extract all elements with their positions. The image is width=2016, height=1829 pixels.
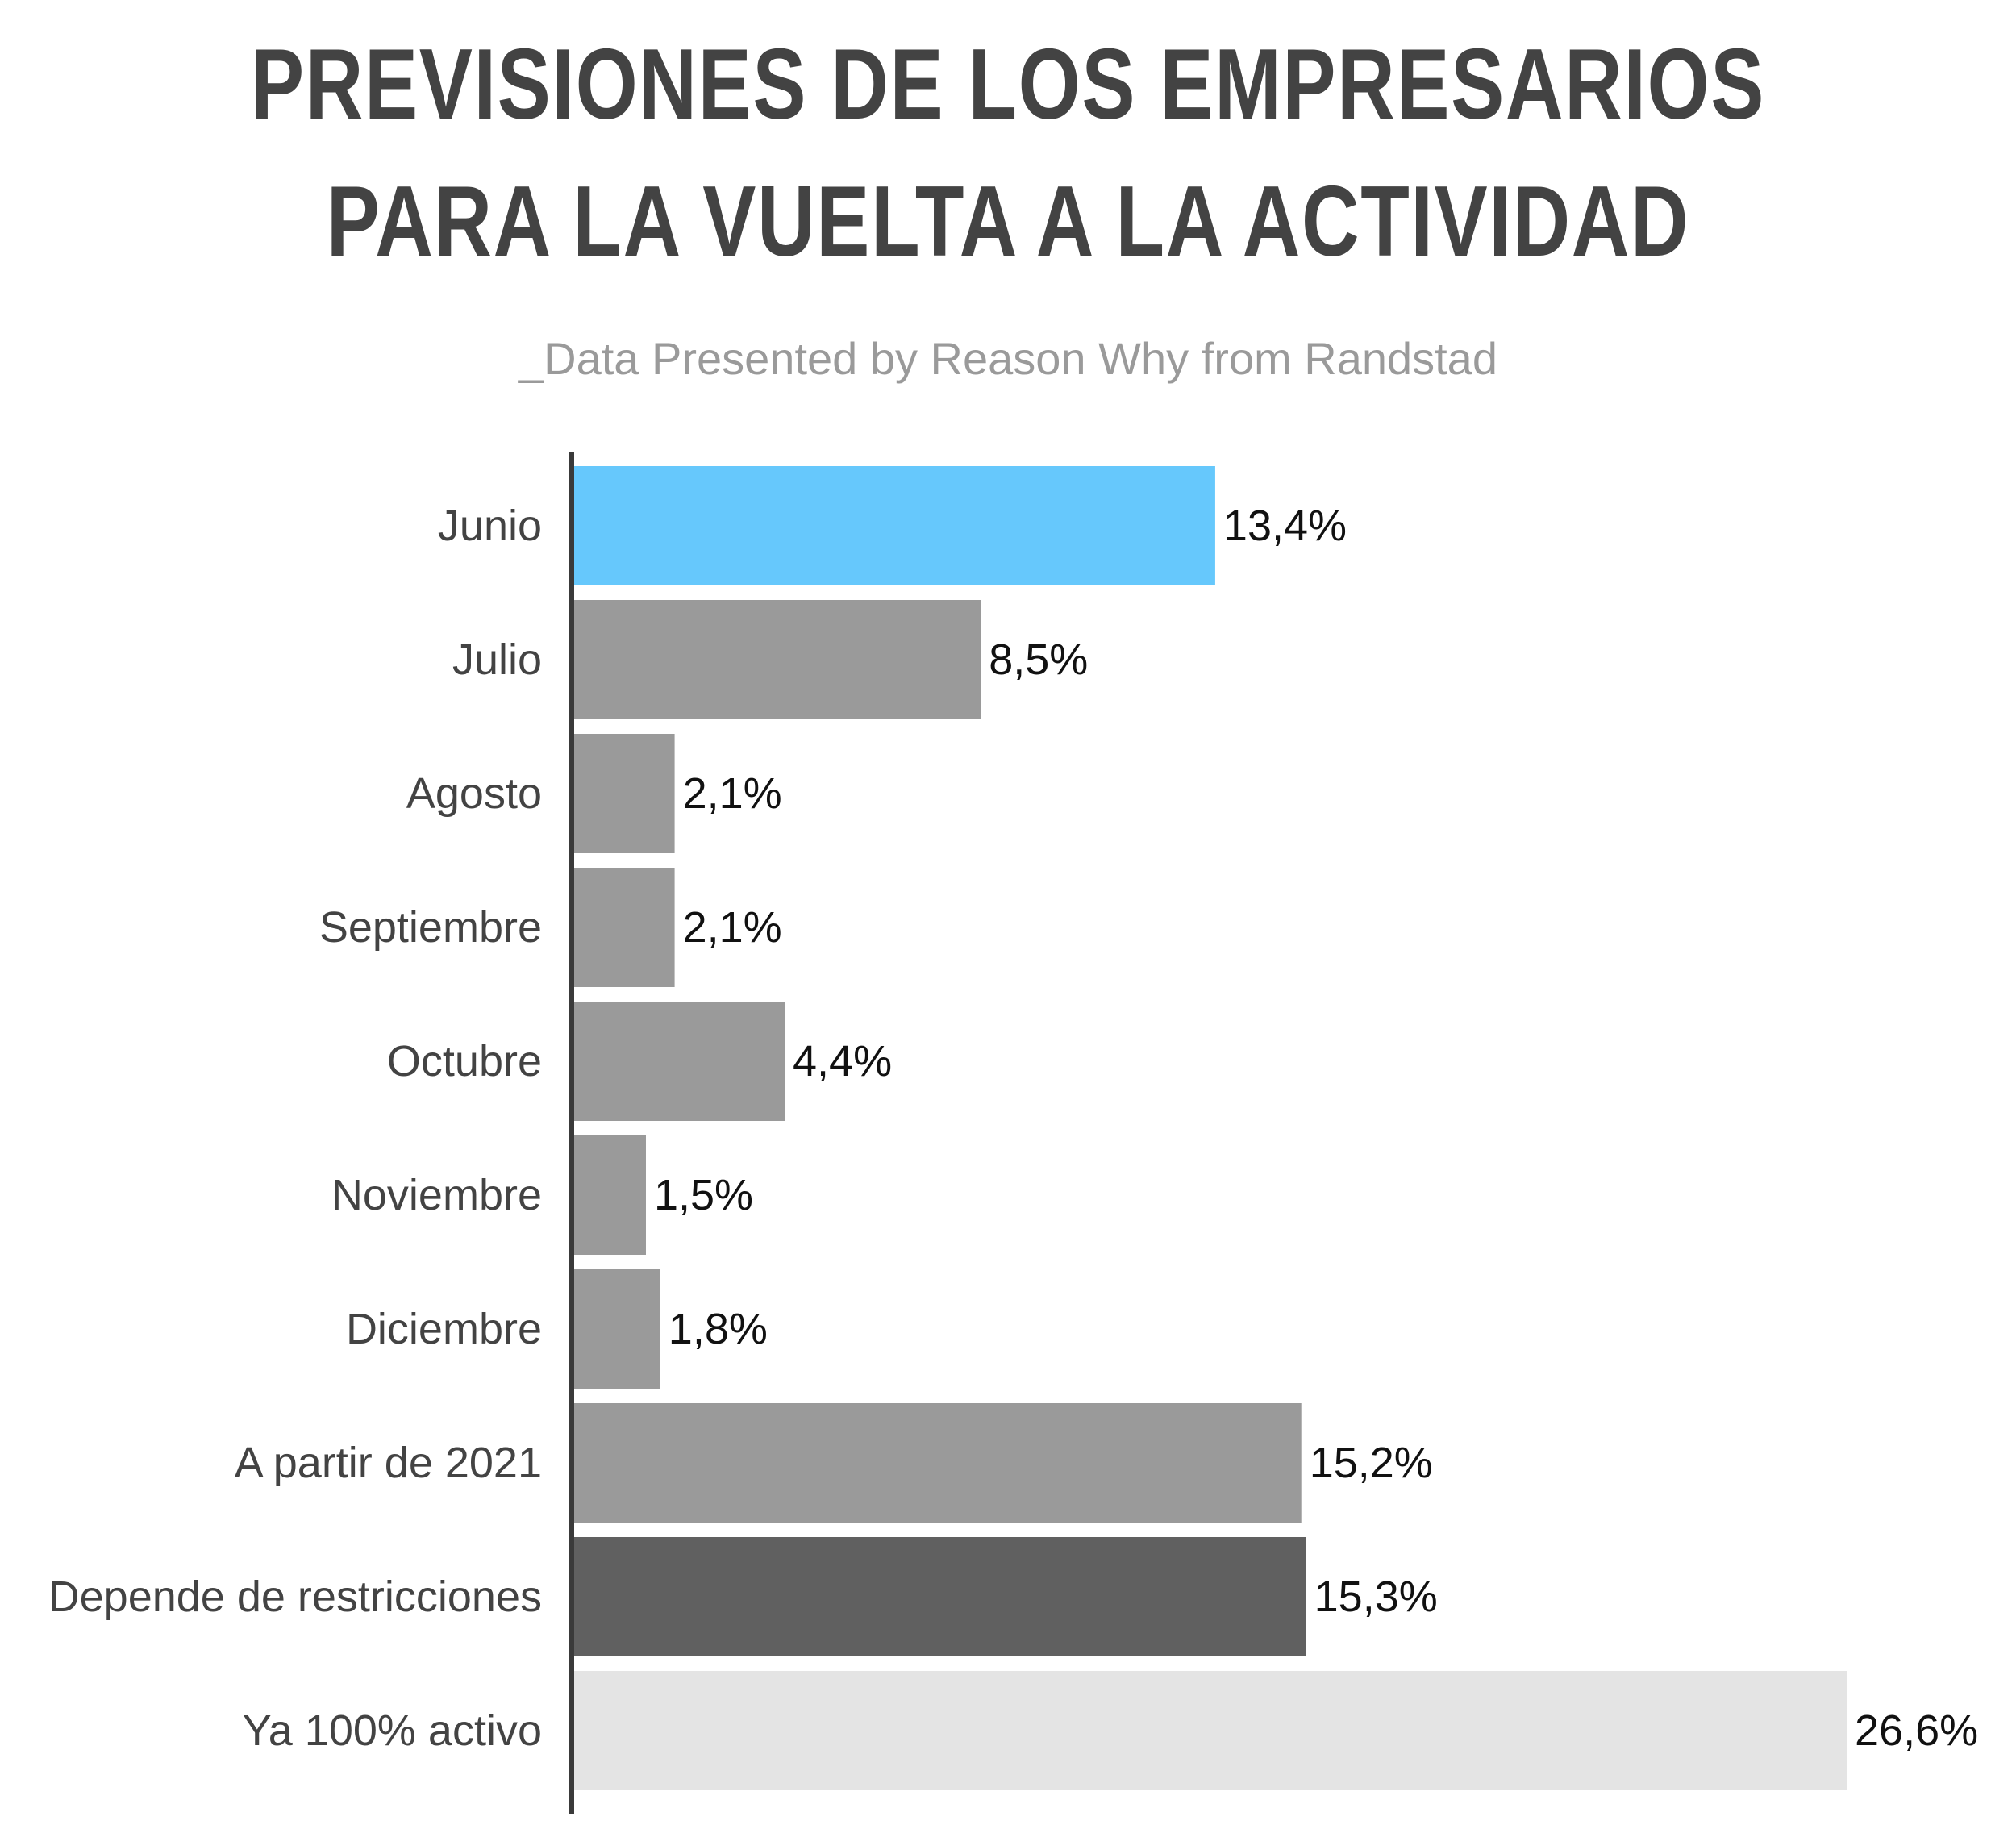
bar-6 (574, 1269, 660, 1389)
bar-5 (574, 1135, 646, 1255)
value-label-1: 8,5% (989, 635, 1088, 684)
value-label-6: 1,8% (669, 1305, 768, 1353)
value-label-9: 26,6% (1855, 1706, 1978, 1755)
category-label-5: Noviembre (331, 1171, 542, 1219)
bar-4 (574, 1002, 785, 1121)
category-label-7: A partir de 2021 (235, 1439, 542, 1487)
category-label-6: Diciembre (346, 1305, 542, 1353)
value-label-7: 15,2% (1310, 1439, 1433, 1487)
bar-1 (574, 600, 981, 719)
chart-subtitle: _Data Presented by Reason Why from Rands… (519, 333, 1497, 384)
category-label-9: Ya 100% activo (243, 1706, 542, 1755)
category-label-2: Agosto (406, 769, 542, 818)
bar-2 (574, 734, 675, 853)
bars-group (574, 466, 1847, 1790)
category-label-0: Junio (438, 502, 542, 550)
bar-3 (574, 868, 675, 987)
chart-title-line-1: PREVISIONES DE LOS EMPRESARIOS (250, 29, 1766, 140)
value-label-5: 1,5% (654, 1171, 753, 1219)
value-label-2: 2,1% (683, 769, 782, 818)
bar-7 (574, 1403, 1302, 1523)
category-label-8: Depende de restricciones (48, 1573, 542, 1621)
category-labels-group: Junio Julio Agosto Septiembre Octubre Noviemb… (48, 502, 542, 1755)
category-label-3: Septiembre (319, 903, 542, 952)
bar-8 (574, 1537, 1306, 1656)
value-label-8: 15,3% (1314, 1573, 1438, 1621)
category-label-1: Julio (452, 635, 542, 684)
value-label-0: 13,4% (1223, 502, 1347, 550)
bar-0 (574, 466, 1215, 585)
bar-9 (574, 1671, 1847, 1790)
value-labels-group: 13,4% 8,5% 2,1% 2,1% 4,4% 1,5% 1,8% 15,2% 15,3% 2… (654, 502, 1978, 1755)
category-label-4: Octubre (387, 1037, 542, 1085)
value-label-4: 4,4% (793, 1037, 892, 1085)
chart-title-line-2: PARA LA VUELTA A LA ACTIVIDAD (326, 166, 1690, 277)
value-label-3: 2,1% (683, 903, 782, 952)
